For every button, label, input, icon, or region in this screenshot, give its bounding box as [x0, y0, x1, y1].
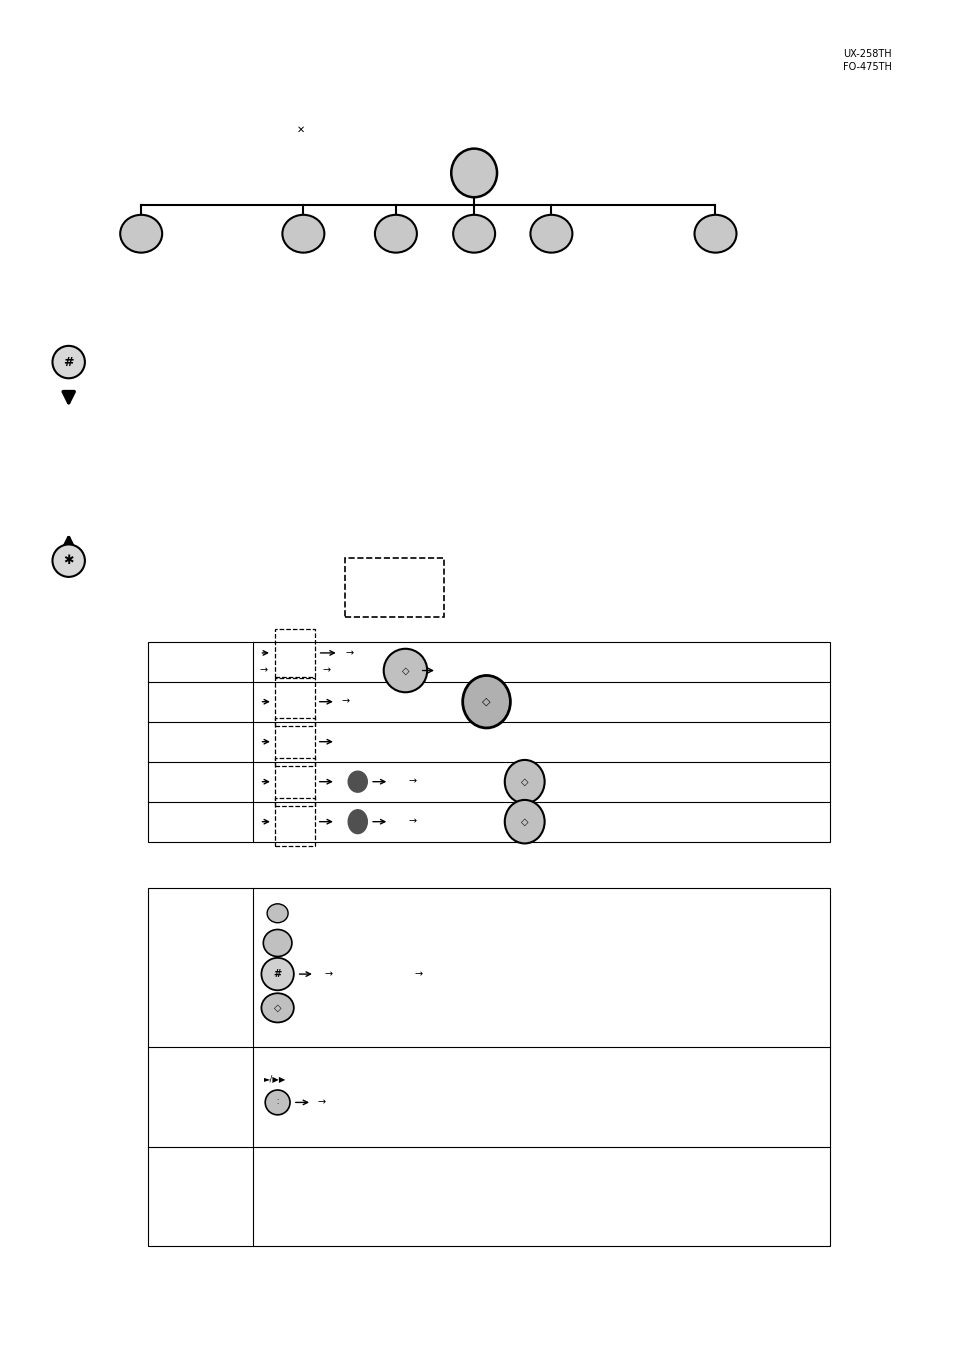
- Ellipse shape: [265, 1090, 290, 1115]
- Ellipse shape: [451, 149, 497, 197]
- Ellipse shape: [375, 215, 416, 253]
- Text: UX-258TH
FO-475TH: UX-258TH FO-475TH: [842, 49, 891, 72]
- Text: #: #: [63, 355, 74, 369]
- Text: ►/▶▶: ►/▶▶: [264, 1074, 286, 1082]
- Text: →: →: [324, 969, 333, 979]
- Text: →: →: [317, 1097, 326, 1108]
- Text: →: →: [408, 816, 416, 827]
- Text: →: →: [322, 666, 331, 676]
- Ellipse shape: [462, 676, 510, 728]
- Bar: [148, 642, 829, 842]
- Ellipse shape: [261, 993, 294, 1023]
- Ellipse shape: [263, 929, 292, 957]
- Ellipse shape: [52, 544, 85, 577]
- Ellipse shape: [348, 809, 367, 834]
- Text: →: →: [345, 648, 354, 658]
- Text: →: →: [415, 969, 423, 979]
- Ellipse shape: [120, 215, 162, 253]
- Ellipse shape: [504, 800, 544, 843]
- Text: →: →: [341, 697, 350, 707]
- Ellipse shape: [348, 771, 367, 792]
- Text: →: →: [408, 777, 416, 786]
- Text: ⁚: ⁚: [276, 1100, 278, 1105]
- Text: ◇: ◇: [401, 666, 409, 676]
- Ellipse shape: [261, 958, 294, 990]
- Ellipse shape: [383, 648, 427, 692]
- Text: →: →: [259, 666, 268, 676]
- Text: ◇: ◇: [520, 816, 528, 827]
- Text: ◇: ◇: [482, 697, 490, 707]
- Text: #: #: [274, 969, 281, 979]
- Bar: [148, 888, 829, 1246]
- Ellipse shape: [530, 215, 572, 253]
- Ellipse shape: [694, 215, 736, 253]
- Text: ✕: ✕: [296, 124, 304, 135]
- Ellipse shape: [267, 904, 288, 923]
- Ellipse shape: [504, 759, 544, 804]
- Ellipse shape: [282, 215, 324, 253]
- Text: ✱: ✱: [63, 554, 74, 567]
- Ellipse shape: [453, 215, 495, 253]
- Ellipse shape: [52, 346, 85, 378]
- Text: ◇: ◇: [520, 777, 528, 786]
- Text: ◇: ◇: [274, 1002, 281, 1013]
